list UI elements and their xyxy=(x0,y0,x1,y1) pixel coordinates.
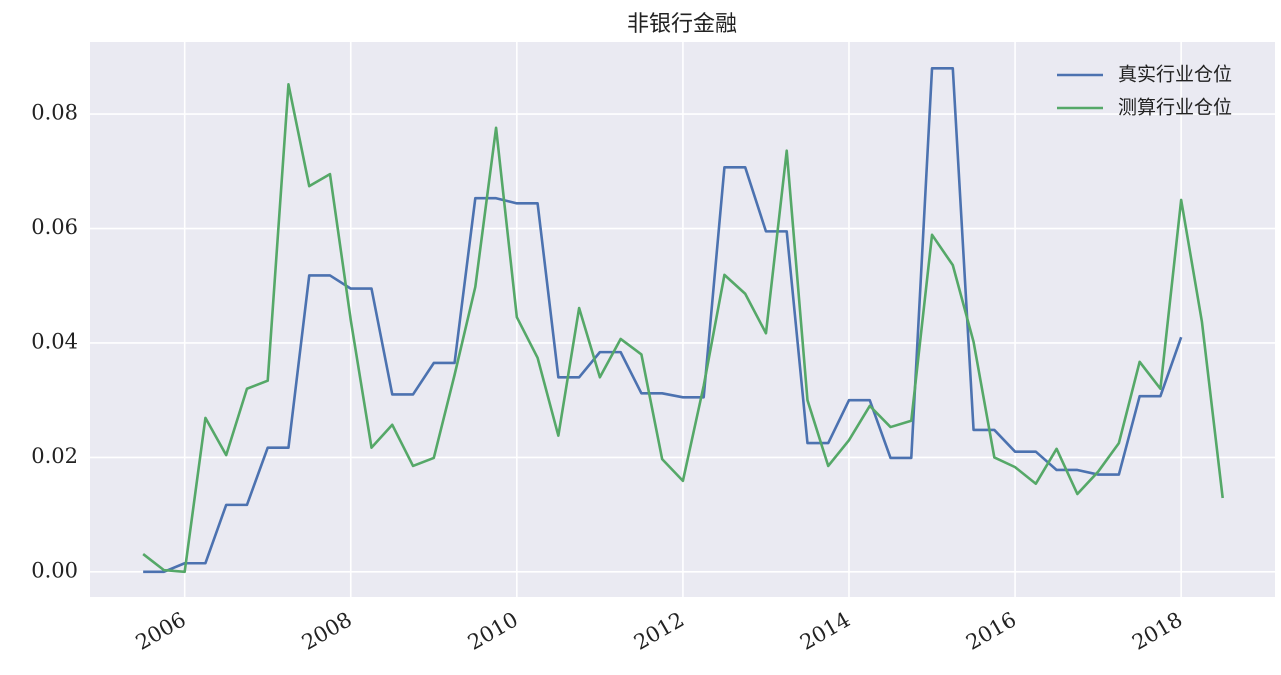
y-tick-label: 0.02 xyxy=(31,444,78,468)
y-tick-label: 0.00 xyxy=(31,558,78,582)
legend-label: 真实行业仓位 xyxy=(1118,64,1232,86)
x-tick-label: 2012 xyxy=(630,607,688,655)
chart-title: 非银行金融 xyxy=(627,12,737,37)
x-tick-label: 2006 xyxy=(132,607,190,655)
x-tick-label: 2008 xyxy=(298,607,356,655)
x-tick-label: 2010 xyxy=(464,607,522,655)
series-line xyxy=(143,67,1183,574)
x-tick-label: 2016 xyxy=(962,607,1020,655)
series-line xyxy=(142,83,1224,574)
y-tick-label: 0.08 xyxy=(31,101,78,125)
legend-label: 测算行业仓位 xyxy=(1118,97,1232,119)
x-tick-label: 2014 xyxy=(796,607,854,655)
y-tick-label: 0.06 xyxy=(31,215,78,239)
y-tick-label: 0.04 xyxy=(31,329,78,353)
x-tick-label: 2018 xyxy=(1128,607,1186,655)
